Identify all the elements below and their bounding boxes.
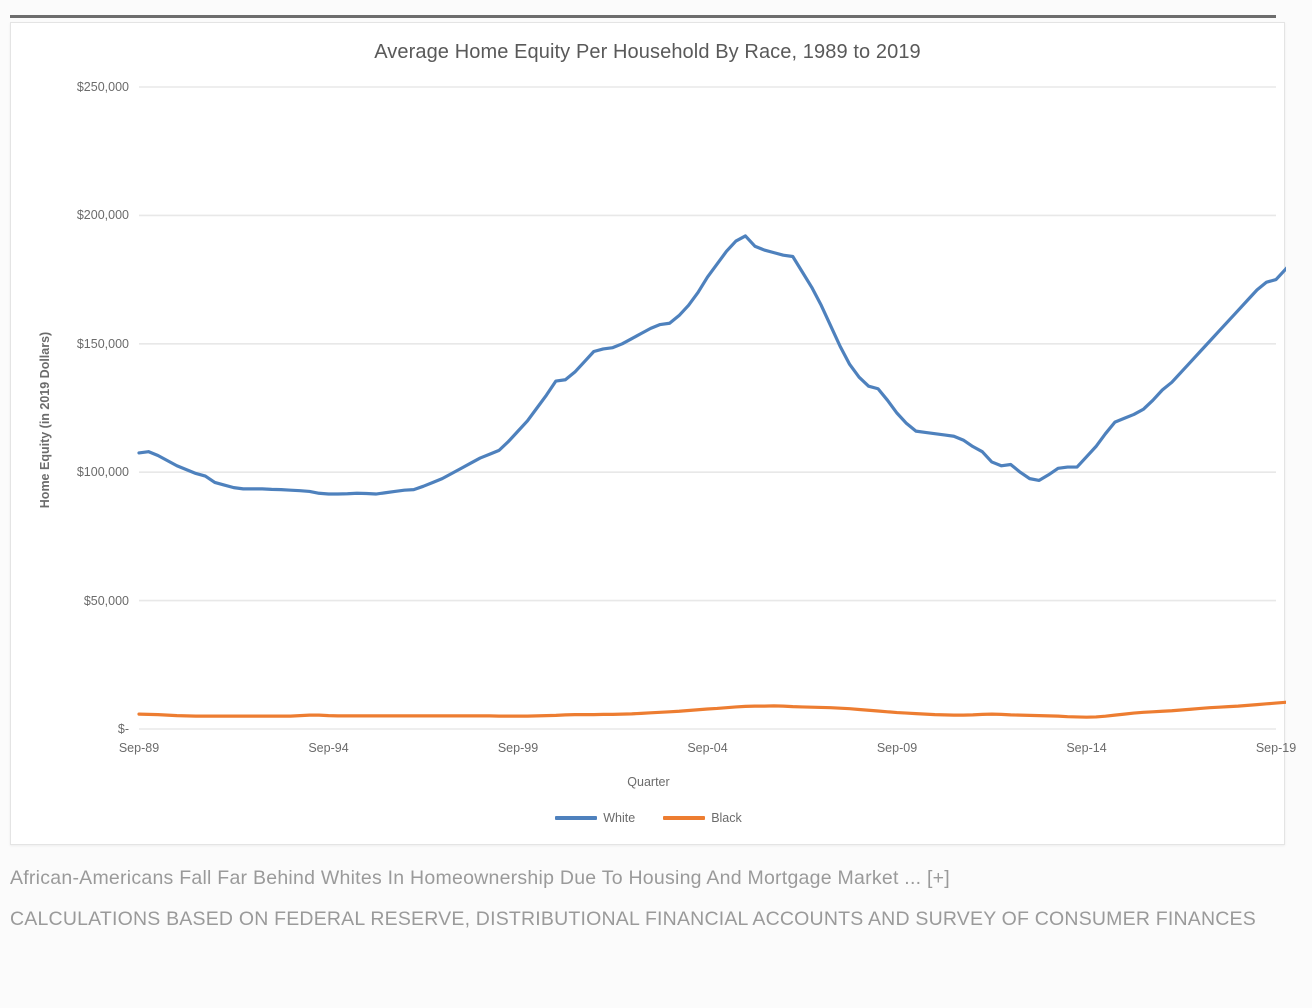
legend-color-swatch [663,816,706,820]
x-axis-tick-label: Sep-99 [497,741,539,755]
y-axis-title: Home Equity (in 2019 Dollars) [38,331,52,509]
y-axis-tick-label: $250,000 [76,80,129,94]
plot-wrapper: Home Equity (in 2019 Dollars) $- $50,000 $… [11,23,1296,846]
caption-source: CALCULATIONS BASED ON FEDERAL RESERVE, D… [10,907,1256,930]
chart-legend: White Black [11,811,1286,825]
caption-headline[interactable]: African-Americans Fall Far Behind Whites… [10,867,950,889]
x-axis-title: Quarter [627,775,670,789]
chart-title: Average Home Equity Per Household By Rac… [374,41,921,63]
legend-label: White [603,811,636,825]
y-axis-tick-label: $150,000 [76,336,129,351]
x-axis-tick-label: Sep-04 [687,741,728,755]
legend-color-swatch [555,816,598,820]
y-axis-tick-label: $100,000 [76,465,129,480]
plot-area [137,86,1286,730]
y-axis-tick-label: $- [117,722,129,736]
top-divider [10,15,1276,18]
x-axis-tick-label: Sep-19 [1255,741,1297,755]
y-axis-tick-label: $50,000 [83,593,129,608]
series-line-black [137,700,1286,719]
chart-card: Average Home Equity Per Household By Rac… [10,22,1296,846]
y-axis-tick-label: $200,000 [76,208,129,223]
series-line-white [137,234,1286,496]
x-axis-tick-label: Sep-89 [118,741,160,755]
legend-item-white[interactable]: White [555,811,635,825]
x-axis-tick-label: Sep-14 [1066,741,1107,755]
x-axis-tick-label: Sep-94 [308,741,349,755]
legend-item-black[interactable]: Black [663,811,742,825]
figure-caption: African-Americans Fall Far Behind Whites… [10,866,1260,933]
legend-label: Black [711,811,742,825]
x-axis-tick-label: Sep-09 [876,741,918,755]
